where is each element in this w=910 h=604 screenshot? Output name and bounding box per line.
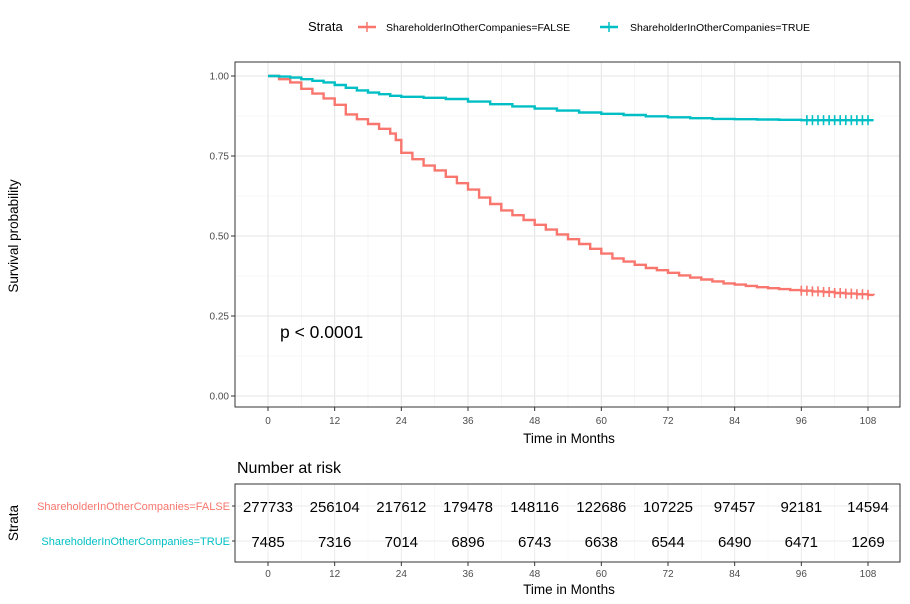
x-tick-label: 96 (796, 416, 808, 427)
risk-count: 14594 (847, 499, 889, 516)
risk-count: 7485 (251, 534, 284, 551)
risk-x-tick-label: 48 (529, 569, 541, 580)
risk-table-title: Number at risk (237, 460, 342, 477)
y-axis-title: Survival probability (6, 179, 21, 293)
x-tick-label: 12 (329, 416, 341, 427)
risk-count: 179478 (443, 499, 493, 516)
y-tick-label: 0.75 (210, 152, 230, 163)
risk-count: 6490 (718, 534, 751, 551)
legend-entry-label: ShareholderInOtherCompanies=FALSE (386, 22, 570, 34)
risk-x-tick-label: 96 (796, 569, 808, 580)
risk-table-border (234, 483, 901, 563)
risk-row-label: ShareholderInOtherCompanies=TRUE (41, 536, 230, 548)
risk-table-y-title: Strata (6, 505, 21, 542)
risk-x-tick-label: 84 (729, 569, 741, 580)
legend-title: Strata (308, 19, 343, 34)
y-tick-label: 0.00 (210, 392, 230, 403)
risk-count: 6544 (651, 534, 684, 551)
x-tick-label: 36 (462, 416, 474, 427)
x-tick-label: 48 (529, 416, 541, 427)
legend-entry-label: ShareholderInOtherCompanies=TRUE (630, 22, 810, 34)
y-tick-label: 0.50 (210, 232, 230, 243)
risk-table-x-title: Time in Months (523, 582, 615, 597)
risk-count: 6638 (585, 534, 618, 551)
risk-count: 97457 (714, 499, 756, 516)
risk-count: 6896 (451, 534, 484, 551)
risk-count: 217612 (376, 499, 426, 516)
x-tick-label: 72 (662, 416, 674, 427)
risk-count: 7316 (318, 534, 351, 551)
risk-x-tick-label: 24 (396, 569, 408, 580)
risk-count: 148116 (510, 499, 559, 516)
risk-x-tick-label: 12 (329, 569, 341, 580)
risk-count: 92181 (780, 499, 822, 516)
risk-x-tick-label: 72 (662, 569, 674, 580)
x-axis-title: Time in Months (523, 431, 615, 446)
risk-count: 256104 (310, 499, 360, 516)
risk-x-tick-label: 108 (860, 569, 877, 580)
p-value-annotation: p < 0.0001 (280, 322, 363, 342)
y-tick-label: 1.00 (210, 72, 230, 83)
risk-row-label: ShareholderInOtherCompanies=FALSE (37, 501, 230, 513)
risk-x-tick-label: 60 (596, 569, 608, 580)
x-tick-label: 0 (265, 416, 271, 427)
plot-border (234, 61, 901, 408)
legend: Strata ShareholderInOtherCompanies=FALSE… (308, 19, 810, 34)
survival-curve-false (268, 74, 875, 297)
risk-table-background (235, 484, 900, 562)
x-tick-label: 84 (729, 416, 741, 427)
risk-count: 6743 (518, 534, 551, 551)
risk-x-tick-label: 36 (462, 569, 474, 580)
survival-plot-panel: 0.00 0.25 0.50 0.75 1.00 0 12 24 36 48 60 72 84 96 10… (6, 61, 901, 446)
risk-x-tick-label: 0 (265, 569, 271, 580)
x-tick-label: 24 (396, 416, 408, 427)
risk-count: 277733 (243, 499, 293, 516)
survival-curve-true (268, 74, 874, 122)
risk-count: 1269 (851, 534, 884, 551)
x-tick-label: 60 (596, 416, 608, 427)
risk-table: Number at risk ShareholderInOtherCompani… (6, 460, 901, 597)
risk-count: 107225 (643, 499, 693, 516)
risk-count: 6471 (785, 534, 818, 551)
y-tick-label: 0.25 (210, 312, 230, 323)
x-tick-label: 108 (860, 416, 877, 427)
risk-count: 122686 (576, 499, 626, 516)
risk-count: 7014 (385, 534, 418, 551)
